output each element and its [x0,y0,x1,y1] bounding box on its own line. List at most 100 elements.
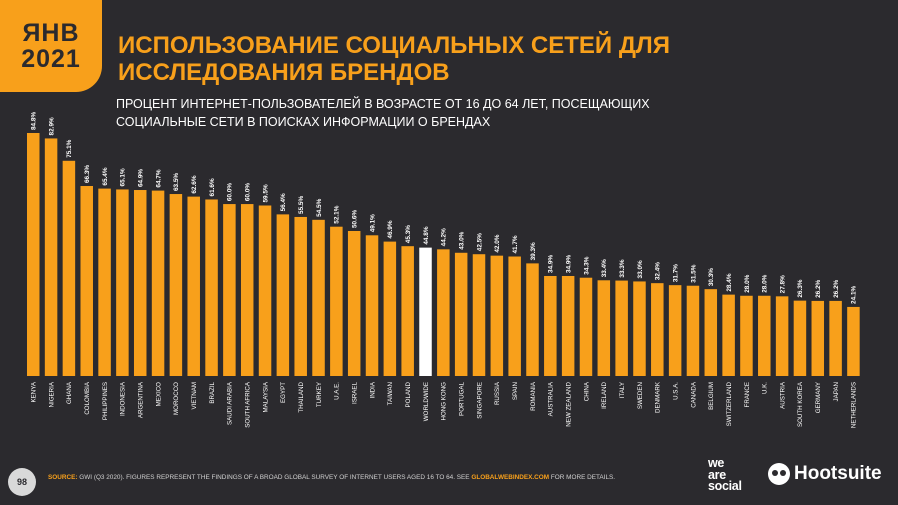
bar-russia [490,255,504,376]
bar-india [365,235,379,376]
category-label: JAPAN [833,382,840,401]
category-label: IRELAND [601,381,608,408]
category-label: SOUTH AFRICA [245,381,252,428]
category-label: DENMARK [655,381,662,413]
bar-china [579,277,593,376]
value-label: 45.3% [405,225,412,243]
value-label: 32.4% [655,262,662,280]
category-label: CHINA [583,381,590,401]
value-label: 33.0% [637,260,644,278]
value-label: 65.4% [102,167,109,185]
category-label: TAIWAN [387,382,394,405]
bar-indonesia [116,189,129,376]
source-link[interactable]: GLOBALWEBINDEX.COM [471,474,550,481]
value-label: 28.0% [744,274,751,292]
logo-word-are: are [708,467,726,482]
badge-month: ЯНВ [22,19,80,47]
category-label: CANADA [690,381,697,408]
value-label: 66.3% [84,165,91,183]
category-label: GHANA [66,381,73,404]
value-label: 64.9% [138,169,145,187]
value-label: 60.0% [227,183,234,201]
category-label: KENYA [31,381,38,402]
value-label: 39.3% [530,242,537,260]
we-are-social-logo: we are social [708,456,742,493]
bar-colombia [80,186,93,376]
value-label: 65.1% [120,168,127,186]
page-number: 98 [8,468,36,496]
value-label: 63.5% [173,173,180,191]
source-note: SOURCE: GWI (Q3 2020). FIGURES REPRESENT… [48,474,615,481]
value-label: 60.0% [245,183,252,201]
category-label: SINGAPORE [476,382,483,419]
bar-south-korea [793,300,807,376]
category-label: MOROCCO [173,382,180,415]
value-label: 49.1% [369,214,376,232]
value-label: 41.7% [512,235,519,253]
category-label: ISRAEL [351,381,358,404]
source-text: GWI (Q3 2020). FIGURES REPRESENT THE FIN… [79,474,470,481]
bar-egypt [276,214,290,376]
bar-portugal [454,252,468,376]
category-label: POLAND [405,381,412,407]
category-label: BRAZIL [209,381,216,403]
bar-kenya [27,133,40,376]
category-label: FRANCE [744,382,751,407]
bar-new-zealand [561,275,575,376]
value-label: 82.9% [48,117,55,135]
hootsuite-wordmark: Hootsuite [794,463,882,484]
value-label: 44.2% [441,228,448,246]
bar-turkey [312,219,325,376]
value-label: 26.3% [797,279,804,297]
value-label: 75.1% [66,139,73,157]
logo-word-social: social [708,479,742,493]
bar-ireland [597,280,611,376]
bar-u-k [758,295,771,376]
value-label: 61.6% [209,178,216,196]
category-label: NETHERLANDS [851,382,858,428]
category-label: HONG KONG [441,382,448,421]
bar-u-a-e [330,226,343,376]
value-label: 34.9% [565,255,572,273]
category-label: PHILIPPINES [102,382,109,420]
bar-taiwan [383,241,397,376]
category-label: AUSTRALIA [548,381,555,416]
value-label: 24.1% [851,286,858,304]
category-label: ARGENTINA [138,381,145,418]
category-label: NEW ZEALAND [565,381,572,426]
bar-australia [544,275,557,376]
bar-worldwide [419,247,432,376]
value-label: 55.5% [298,196,305,214]
bar-hong-kong [437,249,450,376]
bar-ghana [62,160,76,376]
category-label: VIETNAM [191,382,198,410]
value-label: 31.5% [690,264,697,282]
category-label: GERMANY [815,382,822,413]
value-label: 28.0% [762,274,769,292]
bar-south-africa [240,204,254,376]
category-label: ITALY [619,382,626,398]
category-label: INDONESIA [120,381,127,416]
category-label: EGYPT [280,382,287,403]
value-label: 59.5% [262,184,269,202]
category-label: BELGIUM [708,382,715,410]
category-label: NIGERIA [48,381,55,407]
bar-austria [775,296,789,376]
category-label: THAILAND [298,381,305,412]
value-label: 33.3% [619,259,626,277]
category-label: SOUTH KOREA [797,381,804,427]
category-label: SAUDI ARABIA [227,381,234,425]
bar-malaysia [258,205,272,376]
value-label: 56.4% [280,193,287,211]
bar-sweden [633,281,646,376]
category-label: ROMANIA [530,381,537,411]
category-label: TURKEY [316,382,323,407]
logo-word-we: we [708,456,725,470]
bar-romania [526,263,539,376]
page-subtitle: ПРОЦЕНТ ИНТЕРНЕТ-ПОЛЬЗОВАТЕЛЕЙ В ВОЗРАСТ… [116,97,650,129]
bar-singapore [472,254,486,376]
category-label: MALAYSIA [262,381,269,412]
value-label: 28.4% [726,273,733,291]
value-label: 62.6% [191,175,198,193]
